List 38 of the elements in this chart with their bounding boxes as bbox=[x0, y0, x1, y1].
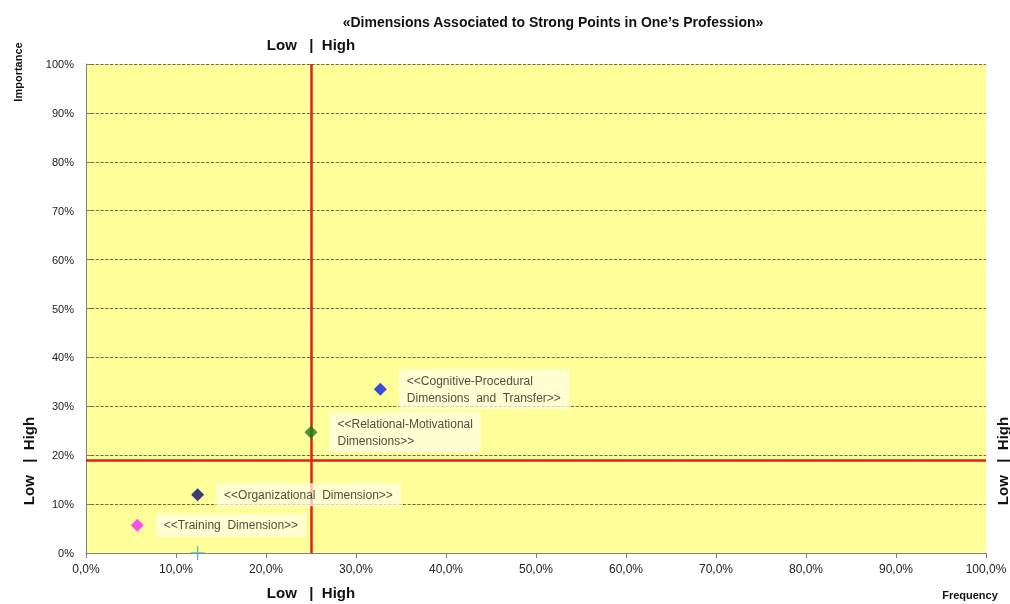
x-tick-label: 90,0% bbox=[878, 562, 914, 576]
y-tick-label: 90% bbox=[51, 106, 75, 119]
y-tick-label: 100% bbox=[45, 58, 75, 70]
y-tick-label: 70% bbox=[51, 204, 75, 217]
x-tick-label: 70,0% bbox=[698, 562, 734, 576]
x-axis-title: Frequency bbox=[942, 589, 999, 601]
y-tick-label: 30% bbox=[51, 400, 75, 413]
x-tick-label: 20,0% bbox=[248, 562, 284, 576]
x-tick-label: 40,0% bbox=[428, 562, 464, 576]
point bbox=[304, 425, 318, 439]
text: Low | High bbox=[19, 416, 37, 506]
point bbox=[191, 488, 205, 502]
x-tick-label: 10,0% bbox=[158, 562, 194, 576]
x-tick-label: 50,0% bbox=[518, 562, 554, 576]
x-tick-label: 0,0% bbox=[72, 562, 100, 576]
text: Low | High bbox=[993, 416, 1010, 506]
point bbox=[373, 382, 387, 396]
text: Low | High bbox=[266, 35, 356, 53]
y-tick-label: 10% bbox=[51, 498, 75, 511]
x-tick-label: 30,0% bbox=[338, 562, 374, 576]
y-tick-label: 0% bbox=[58, 547, 75, 559]
x-tick-label: 100,0% bbox=[965, 562, 1007, 576]
x-tick-label: 60,0% bbox=[608, 562, 644, 576]
series-label: <<Cognitive-Procedural Dimensions and Transfer>> bbox=[406, 373, 561, 405]
point bbox=[190, 546, 205, 560]
point bbox=[130, 518, 144, 532]
series-label: <<Training Dimension>> bbox=[163, 518, 299, 533]
y-tick-label: 40% bbox=[51, 351, 75, 364]
y-tick-label: 60% bbox=[51, 253, 75, 266]
y-tick-label: 50% bbox=[51, 302, 75, 315]
x-tick-label: 80,0% bbox=[788, 562, 824, 576]
series-label: <<Organizational Dimension>> bbox=[224, 487, 393, 502]
y-tick-label: 20% bbox=[51, 449, 75, 462]
y-tick-label: 80% bbox=[51, 155, 75, 168]
text: Low | High bbox=[266, 583, 356, 601]
chart-title: «Dimensions Associated to Strong Points in One’s Profession» bbox=[342, 14, 764, 30]
y-axis-title: Importance bbox=[12, 42, 24, 102]
series-label: <<Relational-Motivational Dimensions>> bbox=[337, 416, 473, 448]
